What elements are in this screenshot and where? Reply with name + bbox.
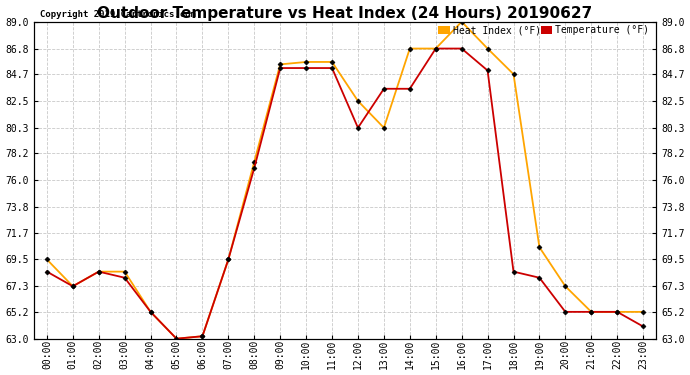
Title: Outdoor Temperature vs Heat Index (24 Hours) 20190627: Outdoor Temperature vs Heat Index (24 Ho…	[97, 6, 593, 21]
Text: Copyright 2019 Cartronics.com: Copyright 2019 Cartronics.com	[40, 9, 196, 18]
Legend: Heat Index (°F), Temperature (°F): Heat Index (°F), Temperature (°F)	[436, 23, 651, 37]
